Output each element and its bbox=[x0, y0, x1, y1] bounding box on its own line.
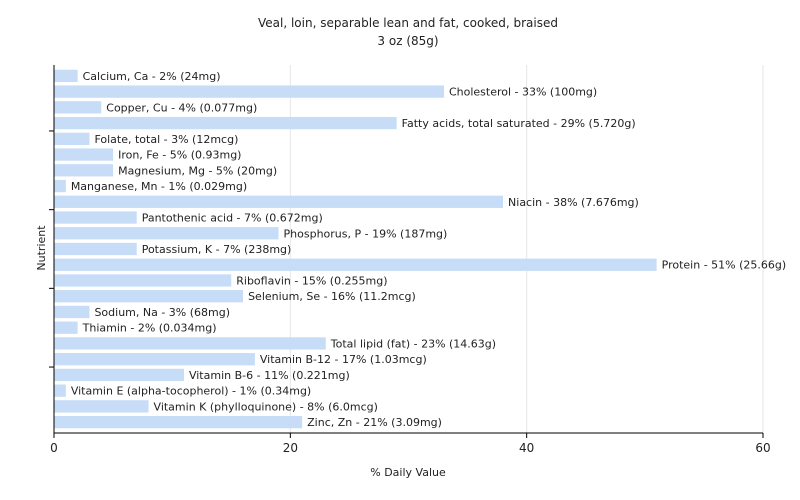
bar-label: Selenium, Se - 16% (11.2mcg) bbox=[248, 290, 416, 303]
bar-label: Vitamin B-6 - 11% (0.221mg) bbox=[189, 369, 350, 382]
bar-label: Vitamin B-12 - 17% (1.03mcg) bbox=[260, 353, 427, 366]
bar-label: Phosphorus, P - 19% (187mg) bbox=[284, 227, 448, 240]
x-axis-label: % Daily Value bbox=[370, 466, 446, 479]
x-tick-label: 0 bbox=[50, 441, 58, 455]
bar bbox=[54, 321, 78, 334]
bar bbox=[54, 85, 444, 98]
bar bbox=[54, 164, 114, 177]
x-tick-label: 40 bbox=[519, 441, 534, 455]
bar bbox=[54, 400, 149, 413]
bar-label: Copper, Cu - 4% (0.077mg) bbox=[106, 101, 257, 114]
bar bbox=[54, 211, 137, 224]
bar-label: Fatty acids, total saturated - 29% (5.72… bbox=[402, 117, 636, 130]
bar bbox=[54, 384, 66, 397]
bar bbox=[54, 274, 232, 287]
bar bbox=[54, 290, 244, 303]
bar bbox=[54, 227, 279, 240]
y-axis-label: Nutrient bbox=[35, 225, 48, 271]
bar bbox=[54, 368, 184, 382]
bar-label: Manganese, Mn - 1% (0.029mg) bbox=[71, 180, 247, 193]
bar-label: Vitamin E (alpha-tocopherol) - 1% (0.34m… bbox=[71, 385, 311, 398]
bar-label: Sodium, Na - 3% (68mg) bbox=[94, 306, 230, 319]
bar-label: Iron, Fe - 5% (0.93mg) bbox=[118, 149, 241, 162]
bar-label: Riboflavin - 15% (0.255mg) bbox=[236, 274, 387, 287]
bar bbox=[54, 101, 102, 114]
bar-label: Total lipid (fat) - 23% (14.63g) bbox=[330, 337, 496, 350]
bar bbox=[54, 305, 90, 319]
bar bbox=[54, 337, 326, 350]
x-tick-label: 60 bbox=[755, 441, 770, 455]
bar-label: Magnesium, Mg - 5% (20mg) bbox=[118, 164, 277, 177]
bar bbox=[54, 69, 78, 83]
bar-label: Thiamin - 2% (0.034mg) bbox=[82, 322, 217, 335]
bar bbox=[54, 179, 66, 193]
bar-label: Vitamin K (phylloquinone) - 8% (6.0mcg) bbox=[154, 400, 378, 413]
bar bbox=[54, 148, 114, 161]
bar-label: Folate, total - 3% (12mcg) bbox=[94, 133, 238, 146]
bar bbox=[54, 242, 137, 256]
bar bbox=[54, 258, 657, 271]
bar-label: Cholesterol - 33% (100mg) bbox=[449, 86, 597, 99]
chart-title: Veal, loin, separable lean and fat, cook… bbox=[258, 16, 558, 30]
bar bbox=[54, 353, 255, 366]
bar-label: Potassium, K - 7% (238mg) bbox=[142, 243, 292, 256]
bar bbox=[54, 195, 504, 208]
bar-label: Zinc, Zn - 21% (3.09mg) bbox=[307, 416, 442, 429]
bar bbox=[54, 415, 303, 429]
bar-label: Niacin - 38% (7.676mg) bbox=[508, 196, 639, 209]
bar-label: Pantothenic acid - 7% (0.672mg) bbox=[142, 212, 323, 225]
bar-label: Protein - 51% (25.66g) bbox=[662, 259, 787, 272]
bar bbox=[54, 132, 90, 145]
bar bbox=[54, 116, 397, 130]
bar-label: Calcium, Ca - 2% (24mg) bbox=[83, 70, 221, 83]
chart-subtitle: 3 oz (85g) bbox=[377, 34, 438, 48]
x-tick-label: 20 bbox=[283, 441, 298, 455]
